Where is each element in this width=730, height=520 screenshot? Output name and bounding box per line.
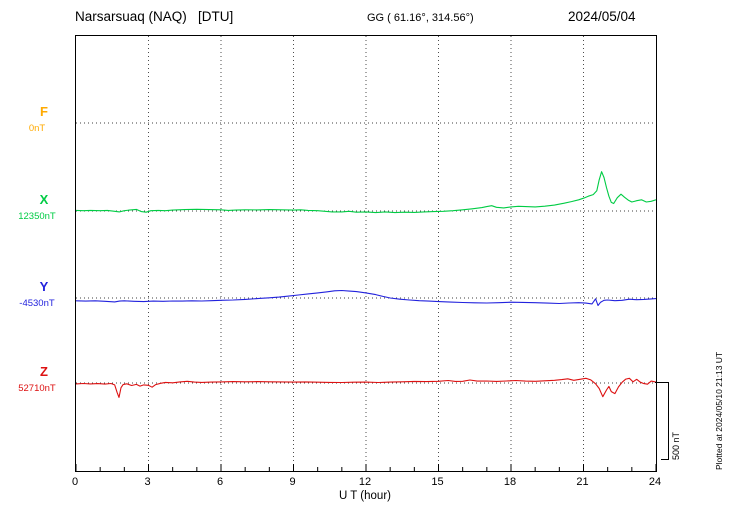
trace-X — [76, 171, 656, 214]
component-label-X: X — [39, 192, 49, 207]
component-label-Y: Y — [39, 279, 49, 294]
x-tick-label-24: 24 — [648, 476, 662, 488]
x-tick-label-18: 18 — [503, 476, 517, 488]
trace-Y — [76, 289, 656, 307]
station-title: Narsarsuaq (NAQ) [DTU] — [75, 9, 234, 24]
x-tick-label-12: 12 — [358, 476, 372, 488]
scale-bar-top-cap — [655, 382, 669, 383]
component-baseline-value-Y: -4530nT — [19, 298, 55, 309]
x-tick-label-9: 9 — [289, 476, 296, 488]
plotted-at-note: Plotted at 2024/05/10 21:13 UT — [714, 351, 724, 470]
trace-Z — [76, 377, 656, 398]
x-tick-label-21: 21 — [576, 476, 589, 488]
x-tick-label-15: 15 — [431, 476, 444, 488]
component-baseline-value-X: 12350nT — [18, 211, 56, 222]
plot-frame — [75, 35, 657, 472]
component-label-F: F — [40, 104, 48, 119]
geographic-coordinates: GG ( 61.16°, 314.56°) — [367, 12, 474, 24]
scale-bar-bottom-cap — [661, 459, 669, 460]
x-axis-title: U T (hour) — [339, 490, 391, 502]
component-baseline-value-Z: 52710nT — [18, 383, 56, 394]
plot-date: 2024/05/04 — [568, 9, 636, 24]
component-baseline-value-F: 0nT — [28, 123, 46, 134]
component-label-Z: Z — [40, 364, 48, 379]
x-tick-label-0: 0 — [71, 476, 79, 488]
scale-bar-line — [668, 382, 669, 460]
x-tick-label-6: 6 — [216, 476, 224, 488]
x-tick-label-3: 3 — [144, 476, 151, 488]
scale-bar-label: 500 nT — [671, 431, 681, 460]
magnetogram-plot — [76, 36, 656, 471]
